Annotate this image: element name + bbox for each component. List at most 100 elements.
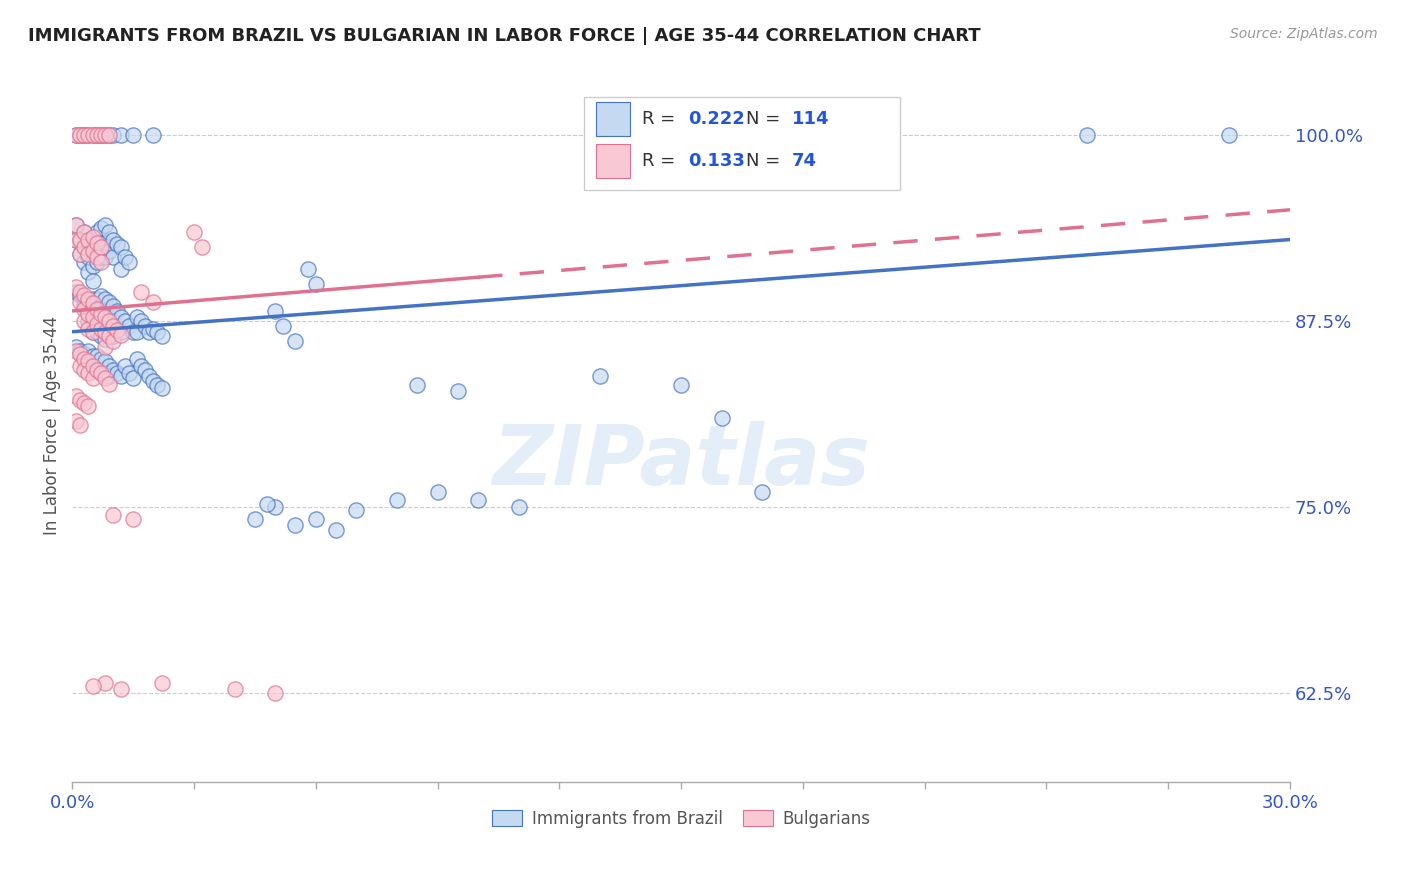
Point [97,225,120,239]
Point [134,318,156,333]
Point [97,369,120,384]
Point [73,225,96,239]
Text: 0.222: 0.222 [689,110,745,128]
Point [90,367,112,381]
Point [146,325,169,339]
Point [86,318,108,332]
Point [110,681,132,696]
Point [86,292,108,306]
Point [97,128,120,143]
Point [129,359,152,373]
Point [150,329,173,343]
Point [69,393,91,408]
Point [90,351,112,366]
Point [77,292,100,306]
Legend: Immigrants from Brazil, Bulgarians: Immigrants from Brazil, Bulgarians [485,804,877,835]
Text: 114: 114 [792,110,830,128]
Point [105,367,128,381]
Point [127,325,149,339]
Y-axis label: In Labor Force | Age 35-44: In Labor Force | Age 35-44 [44,316,60,535]
Point [73,128,96,143]
Point [142,295,165,310]
Point [82,244,104,259]
Point [90,251,112,265]
Point [77,233,100,247]
Point [105,237,128,252]
Point [93,310,115,324]
Point [264,686,287,700]
Point [77,247,100,261]
Point [90,329,112,343]
Point [93,367,115,381]
Point [305,512,328,526]
Point [118,255,141,269]
Point [82,314,104,328]
Point [73,396,96,410]
Point [325,523,347,537]
Point [97,244,120,259]
Point [142,374,165,388]
Point [134,363,156,377]
Point [86,363,108,377]
Point [710,411,733,425]
Point [73,240,96,254]
Point [69,128,91,143]
Text: N =: N = [745,152,786,169]
Point [69,247,91,261]
Point [93,325,115,339]
Point [82,349,104,363]
Point [93,318,115,333]
Point [86,363,108,377]
Point [630,128,652,143]
Point [105,304,128,318]
Point [138,369,160,384]
Point [93,251,115,265]
Point [1076,128,1098,143]
Point [65,233,87,247]
Point [69,233,91,247]
Text: IMMIGRANTS FROM BRAZIL VS BULGARIAN IN LABOR FORCE | AGE 35-44 CORRELATION CHART: IMMIGRANTS FROM BRAZIL VS BULGARIAN IN L… [28,27,981,45]
Point [69,285,91,299]
Point [101,314,124,328]
Point [69,344,91,359]
Point [110,128,132,143]
Point [101,508,124,522]
Point [90,240,112,254]
Point [97,359,120,373]
Point [90,220,112,235]
Point [142,128,165,143]
Point [86,251,108,265]
Point [82,229,104,244]
Text: R =: R = [643,152,681,169]
Point [93,128,115,143]
Point [110,240,132,254]
Point [406,378,429,392]
FancyBboxPatch shape [596,102,630,136]
Point [101,334,124,348]
Point [90,289,112,303]
Point [65,128,87,143]
Point [264,500,287,515]
Text: R =: R = [643,110,681,128]
Point [122,512,145,526]
Point [77,367,100,381]
Point [305,277,328,292]
Point [93,128,115,143]
Point [344,503,367,517]
Point [73,287,96,301]
Point [138,325,160,339]
Point [77,128,100,143]
Point [69,359,91,373]
Point [114,314,136,328]
Point [77,128,100,143]
Point [77,295,100,310]
Point [97,314,120,328]
Point [82,292,104,306]
Point [82,229,104,244]
Point [105,323,128,337]
Point [118,318,141,333]
Point [93,354,115,368]
Point [97,376,120,391]
FancyBboxPatch shape [596,144,630,178]
Point [93,304,115,318]
